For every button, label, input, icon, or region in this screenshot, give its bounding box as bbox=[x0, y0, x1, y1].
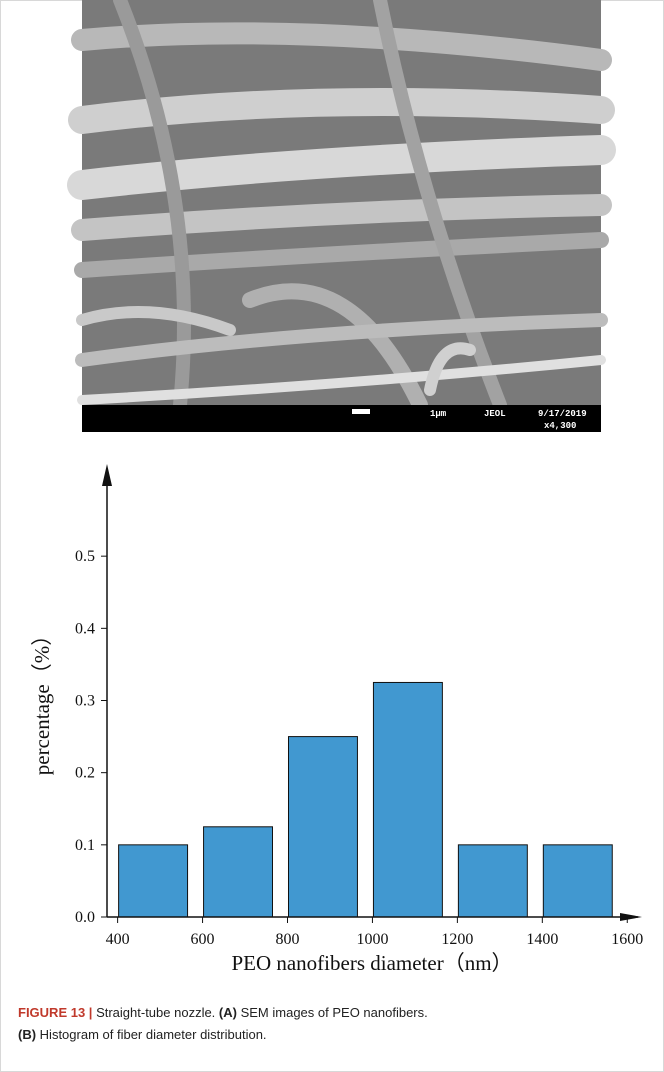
bar bbox=[458, 845, 527, 917]
bar bbox=[119, 845, 188, 917]
x-tick-label: 800 bbox=[275, 931, 299, 948]
sem-image: 1μm JEOL 9/17/2019 x4,300 bbox=[82, 0, 601, 432]
x-tick-label: 1400 bbox=[526, 931, 558, 948]
x-tick-label: 400 bbox=[106, 931, 130, 948]
y-axis-label: percentage（%） bbox=[30, 625, 54, 775]
x-tick-label: 600 bbox=[191, 931, 215, 948]
bar bbox=[543, 845, 612, 917]
bar bbox=[288, 737, 357, 917]
x-tick-label: 1000 bbox=[356, 931, 388, 948]
y-axis-arrow bbox=[102, 464, 112, 486]
x-tick-label: 1200 bbox=[441, 931, 473, 948]
caption-title: Straight-tube nozzle. bbox=[96, 1005, 215, 1020]
scale-label: 1μm bbox=[430, 409, 447, 419]
magnification: x4,300 bbox=[544, 421, 576, 431]
y-tick-label: 0.5 bbox=[75, 548, 95, 565]
y-tick-label: 0.0 bbox=[75, 909, 95, 926]
x-tick-label: 1600 bbox=[611, 931, 643, 948]
caption-label: FIGURE 13 | bbox=[18, 1005, 92, 1020]
bar bbox=[373, 682, 442, 917]
histogram: 0.0 0.1 0.2 0.3 0.4 0.5 400 600 800 1000 1200 1400 1… bbox=[30, 464, 643, 975]
caption-tag: (B) bbox=[18, 1027, 36, 1042]
caption-tag: (A) bbox=[219, 1005, 237, 1020]
y-tick-label: 0.4 bbox=[75, 620, 95, 637]
y-tick-label: 0.2 bbox=[75, 765, 95, 782]
x-axis-arrow bbox=[620, 913, 642, 921]
maker: JEOL bbox=[484, 409, 506, 419]
x-axis-label: PEO nanofibers diameter（nm） bbox=[231, 951, 512, 975]
y-tick-label: 0.1 bbox=[75, 837, 95, 854]
caption-text: Histogram of fiber diameter distribution… bbox=[40, 1027, 267, 1042]
caption-part: (A) SEM images of PEO nanofibers. bbox=[219, 1005, 428, 1020]
caption-part: (B) Histogram of fiber diameter distribu… bbox=[18, 1024, 648, 1046]
figure: 1μm JEOL 9/17/2019 x4,300 0.00.10.20.30.… bbox=[0, 0, 664, 990]
y-tick-label: 0.3 bbox=[75, 693, 95, 710]
date: 9/17/2019 bbox=[538, 409, 587, 419]
bar bbox=[204, 827, 273, 917]
caption: FIGURE 13 | Straight-tube nozzle. (A) SE… bbox=[18, 1002, 648, 1046]
caption-text: SEM images of PEO nanofibers. bbox=[241, 1005, 428, 1020]
